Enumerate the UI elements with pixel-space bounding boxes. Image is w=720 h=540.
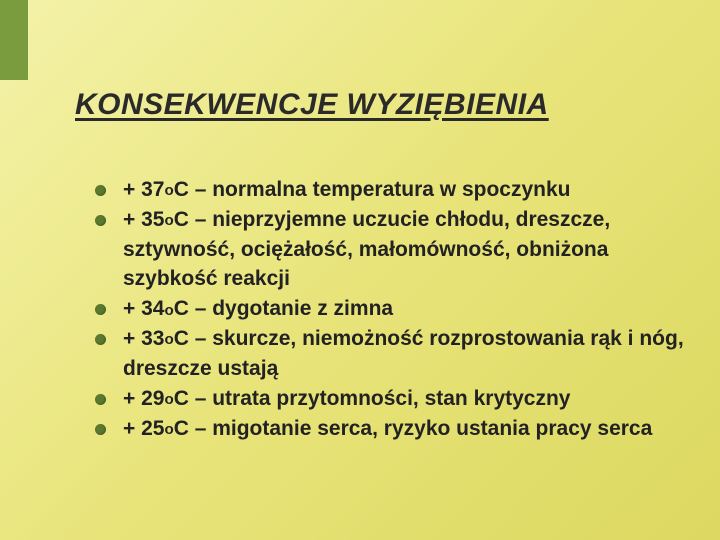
list-item-text: + 37oC – normalna temperatura w spoczynk… [123,178,570,201]
list-item: + 34oC – dygotanie z zimna [95,294,684,324]
list-item-text: + 33oC – skurcze, niemożność rozprostowa… [123,327,684,380]
list-item: + 25oC – migotanie serca, ryzyko ustania… [95,414,684,444]
list-item: + 35oC – nieprzyjemne uczucie chłodu, dr… [95,205,684,294]
list-item: + 33oC – skurcze, niemożność rozprostowa… [95,324,684,384]
list-item-text: + 35oC – nieprzyjemne uczucie chłodu, dr… [123,208,610,291]
list-item: + 37oC – normalna temperatura w spoczynk… [95,175,684,205]
slide-title: KONSEKWENCJE WYZIĘBIENIA [75,88,549,122]
list-item: + 29oC – utrata przytomności, stan kryty… [95,384,684,414]
bullet-list: + 37oC – normalna temperatura w spoczynk… [95,175,684,443]
accent-bar [0,0,28,80]
list-item-text: + 29oC – utrata przytomności, stan kryty… [123,387,571,410]
list-item-text: + 25oC – migotanie serca, ryzyko ustania… [123,417,652,440]
list-item-text: + 34oC – dygotanie z zimna [123,297,393,320]
